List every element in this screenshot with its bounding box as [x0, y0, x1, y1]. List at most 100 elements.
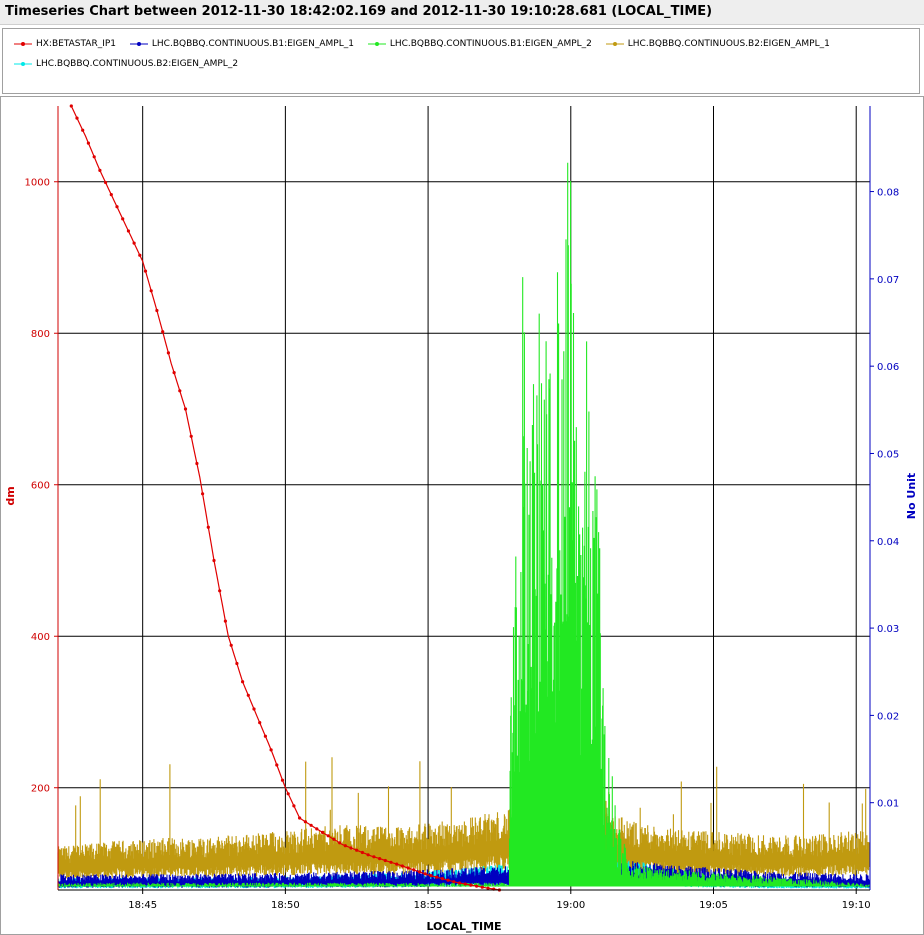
chart-title: Timeseries Chart between 2012-11-30 18:4… — [5, 4, 713, 19]
data-point — [126, 229, 130, 233]
data-point — [86, 141, 90, 145]
timeseries-chart[interactable]: 200 400 600 800 1000 0.01 0.02 0.03 0.04 0.05 0.06… — [0, 96, 924, 935]
legend-item-b2-ampl1: LHC.BQBBQ.CONTINUOUS.B2:EIGEN_AMPL_1 — [605, 39, 830, 49]
data-point — [229, 643, 233, 647]
data-point — [395, 862, 399, 866]
data-point — [378, 857, 382, 861]
data-point — [383, 858, 387, 863]
legend-label: LHC.BQBBQ.CONTINUOUS.B2:EIGEN_AMPL_2 — [36, 59, 239, 69]
data-point — [183, 407, 188, 411]
data-point — [69, 104, 73, 108]
legend-label: HX:BETASTAR_IP1 — [36, 39, 117, 49]
y-left-tick-label: 1000 — [25, 178, 50, 189]
data-point — [338, 841, 342, 845]
data-point — [172, 371, 176, 375]
data-point — [178, 389, 182, 393]
data-point — [412, 868, 416, 872]
y-right-tick-label: 0.01 — [877, 799, 899, 810]
data-point — [81, 128, 85, 132]
plot-area[interactable] — [57, 104, 871, 892]
data-point — [132, 241, 136, 245]
data-point — [326, 834, 330, 838]
legend-item-betastar: HX:BETASTAR_IP1 — [13, 39, 116, 49]
data-point — [463, 882, 467, 886]
data-point — [275, 763, 279, 767]
data-point — [241, 680, 245, 684]
data-point — [206, 525, 210, 529]
data-point — [121, 217, 125, 221]
data-point — [223, 619, 227, 623]
legend-row-2: LHC.BQBBQ.CONTINUOUS.B2:EIGEN_AMPL_2 — [13, 59, 248, 71]
data-point — [417, 870, 422, 874]
data-point — [480, 885, 484, 889]
x-tick-label: 18:45 — [128, 900, 157, 911]
x-tick-label: 18:55 — [414, 900, 443, 911]
y-left-tick-label: 400 — [31, 632, 50, 643]
chart-title-bar: Timeseries Chart between 2012-11-30 18:4… — [0, 0, 924, 25]
data-point — [75, 116, 79, 120]
x-tick-label: 19:05 — [699, 900, 728, 911]
x-tick-label: 18:50 — [271, 900, 300, 911]
data-point — [201, 492, 205, 496]
legend-label: LHC.BQBBQ.CONTINUOUS.B1:EIGEN_AMPL_2 — [389, 39, 592, 49]
legend-marker-icon — [14, 62, 32, 66]
y-axis-left-label: dm — [4, 486, 17, 505]
chart-background — [0, 96, 924, 935]
legend-row-1: HX:BETASTAR_IP1 LHC.BQBBQ.CONTINUOUS.B1:… — [13, 39, 840, 51]
data-point — [269, 748, 273, 752]
data-point — [218, 589, 222, 593]
y-right-tick-label: 0.03 — [877, 624, 899, 635]
data-point — [343, 844, 347, 848]
data-point — [115, 205, 119, 209]
data-point — [452, 880, 456, 884]
x-axis-label: LOCAL_TIME — [426, 920, 501, 933]
data-point — [263, 734, 267, 738]
data-point — [366, 853, 370, 857]
legend-marker-icon — [129, 42, 148, 46]
data-point — [109, 193, 113, 197]
data-point — [469, 883, 473, 887]
y-right-tick-label: 0.08 — [877, 188, 899, 199]
data-point — [400, 864, 404, 868]
legend-item-b1-ampl2: LHC.BQBBQ.CONTINUOUS.B1:EIGEN_AMPL_2 — [367, 39, 592, 49]
y-right-tick-label: 0.02 — [877, 711, 899, 722]
y-right-tick-label: 0.07 — [877, 275, 899, 286]
legend-marker-icon — [605, 42, 624, 46]
data-point — [372, 855, 376, 859]
data-point — [235, 661, 239, 666]
data-point — [143, 269, 148, 273]
data-point — [423, 872, 427, 876]
data-point — [440, 877, 444, 881]
data-point — [309, 823, 313, 827]
y-right-tick-label: 0.04 — [877, 537, 899, 548]
data-point — [315, 827, 319, 831]
y-axis-right-label: No Unit — [905, 473, 918, 519]
data-point — [303, 820, 307, 824]
axes: 200 400 600 800 1000 0.01 0.02 0.03 0.04 0.05 0.06… — [25, 106, 899, 911]
y-left-tick-label: 200 — [31, 784, 50, 795]
y-right-tick-label: 0.06 — [877, 362, 899, 373]
data-point — [286, 792, 290, 796]
series-hx-betastar-ip1 — [69, 104, 501, 892]
legend-label: LHC.BQBBQ.CONTINUOUS.B1:EIGEN_AMPL_1 — [151, 39, 354, 49]
data-point — [92, 155, 96, 159]
data-point — [298, 816, 302, 820]
data-point — [475, 884, 479, 888]
data-point — [389, 860, 393, 864]
data-point — [406, 866, 410, 870]
legend: HX:BETASTAR_IP1 LHC.BQBBQ.CONTINUOUS.B1:… — [2, 28, 920, 94]
legend-label: LHC.BQBBQ.CONTINUOUS.B2:EIGEN_AMPL_1 — [627, 39, 830, 49]
series-line — [70, 105, 500, 891]
data-point — [349, 846, 353, 850]
y-right-tick-label: 0.05 — [877, 449, 899, 460]
data-point — [161, 330, 165, 334]
data-point — [258, 721, 262, 725]
data-point — [355, 848, 359, 852]
data-point — [320, 830, 325, 835]
data-point — [104, 180, 108, 185]
data-point — [155, 308, 159, 313]
data-point — [446, 878, 450, 882]
data-point — [292, 804, 296, 808]
legend-item-b1-ampl1: LHC.BQBBQ.CONTINUOUS.B1:EIGEN_AMPL_1 — [129, 39, 354, 49]
data-point — [252, 707, 256, 711]
